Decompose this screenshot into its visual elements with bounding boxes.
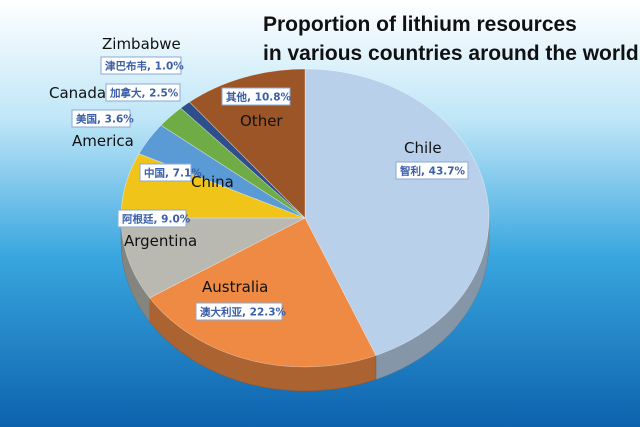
pie-slice-australia bbox=[149, 217, 377, 368]
value-label-argentina: 阿根廷, 9.0% bbox=[122, 213, 191, 226]
value-label-box-zimbabwe bbox=[100, 56, 182, 75]
value-label-america: 美国, 3.6% bbox=[76, 113, 134, 126]
value-label-zimbabwe: 津巴布韦, 1.0% bbox=[105, 60, 184, 73]
slice-name-australia: Australia bbox=[202, 278, 268, 296]
pie-slice-other bbox=[189, 68, 306, 219]
value-label-box-other bbox=[221, 87, 291, 106]
value-label-box-canada bbox=[105, 83, 181, 102]
value-label-australia: 澳大利亚, 22.3% bbox=[200, 306, 287, 319]
value-label-china: 中国, 7.1% bbox=[144, 167, 202, 180]
pie-labels: Chile 智利, 43.7% Australia 澳大利亚, 22.3% Argent… bbox=[49, 35, 469, 321]
slice-name-argentina: Argentina bbox=[124, 232, 197, 250]
pie-slices bbox=[120, 68, 490, 368]
chart-title-line-1: Proportion of lithium resources bbox=[263, 13, 577, 36]
value-label-box-chile bbox=[395, 161, 469, 180]
slice-name-china: China bbox=[191, 173, 234, 191]
slice-name-chile: Chile bbox=[404, 139, 442, 157]
value-label-other: 其他, 10.8% bbox=[226, 91, 292, 104]
slice-name-america: America bbox=[72, 132, 134, 150]
value-label-box-china bbox=[139, 163, 192, 182]
pie-slice-chile bbox=[304, 68, 490, 356]
chart-title-line-2: in various countries around the world bbox=[263, 42, 639, 65]
slice-name-canada: Canada bbox=[49, 84, 106, 102]
value-label-canada: 加拿大, 2.5% bbox=[109, 87, 179, 100]
value-label-chile: 智利, 43.7% bbox=[399, 165, 466, 178]
slice-name-other: Other bbox=[240, 112, 283, 130]
value-label-box-australia bbox=[195, 302, 283, 321]
value-label-box-america bbox=[71, 109, 131, 128]
value-label-box-argentina bbox=[117, 209, 187, 228]
slice-name-zimbabwe: Zimbabwe bbox=[102, 35, 181, 53]
